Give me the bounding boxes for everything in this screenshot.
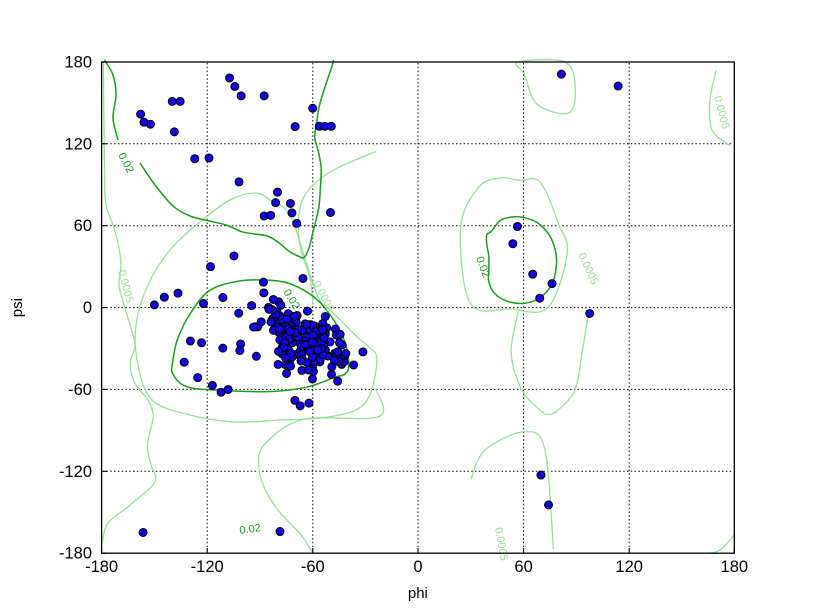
svg-text:psi: psi bbox=[9, 298, 26, 317]
svg-text:120: 120 bbox=[64, 135, 92, 153]
svg-text:60: 60 bbox=[514, 558, 532, 576]
svg-text:-60: -60 bbox=[68, 381, 92, 399]
svg-text:180: 180 bbox=[64, 54, 92, 72]
svg-text:120: 120 bbox=[615, 558, 643, 576]
svg-text:-120: -120 bbox=[59, 463, 92, 481]
svg-text:phi: phi bbox=[408, 585, 428, 602]
svg-text:0.0005: 0.0005 bbox=[711, 95, 731, 131]
svg-text:-180: -180 bbox=[59, 545, 92, 563]
svg-text:0.02: 0.02 bbox=[115, 151, 136, 176]
svg-text:60: 60 bbox=[74, 217, 92, 235]
svg-text:-120: -120 bbox=[191, 558, 224, 576]
svg-text:0.0005: 0.0005 bbox=[115, 269, 135, 305]
svg-text:0: 0 bbox=[83, 299, 92, 317]
svg-text:0: 0 bbox=[413, 558, 422, 576]
svg-text:0.0005: 0.0005 bbox=[492, 526, 510, 561]
svg-text:-60: -60 bbox=[301, 558, 325, 576]
svg-text:180: 180 bbox=[721, 558, 749, 576]
svg-text:0.02: 0.02 bbox=[239, 522, 262, 537]
svg-text:0.0005: 0.0005 bbox=[575, 251, 600, 287]
